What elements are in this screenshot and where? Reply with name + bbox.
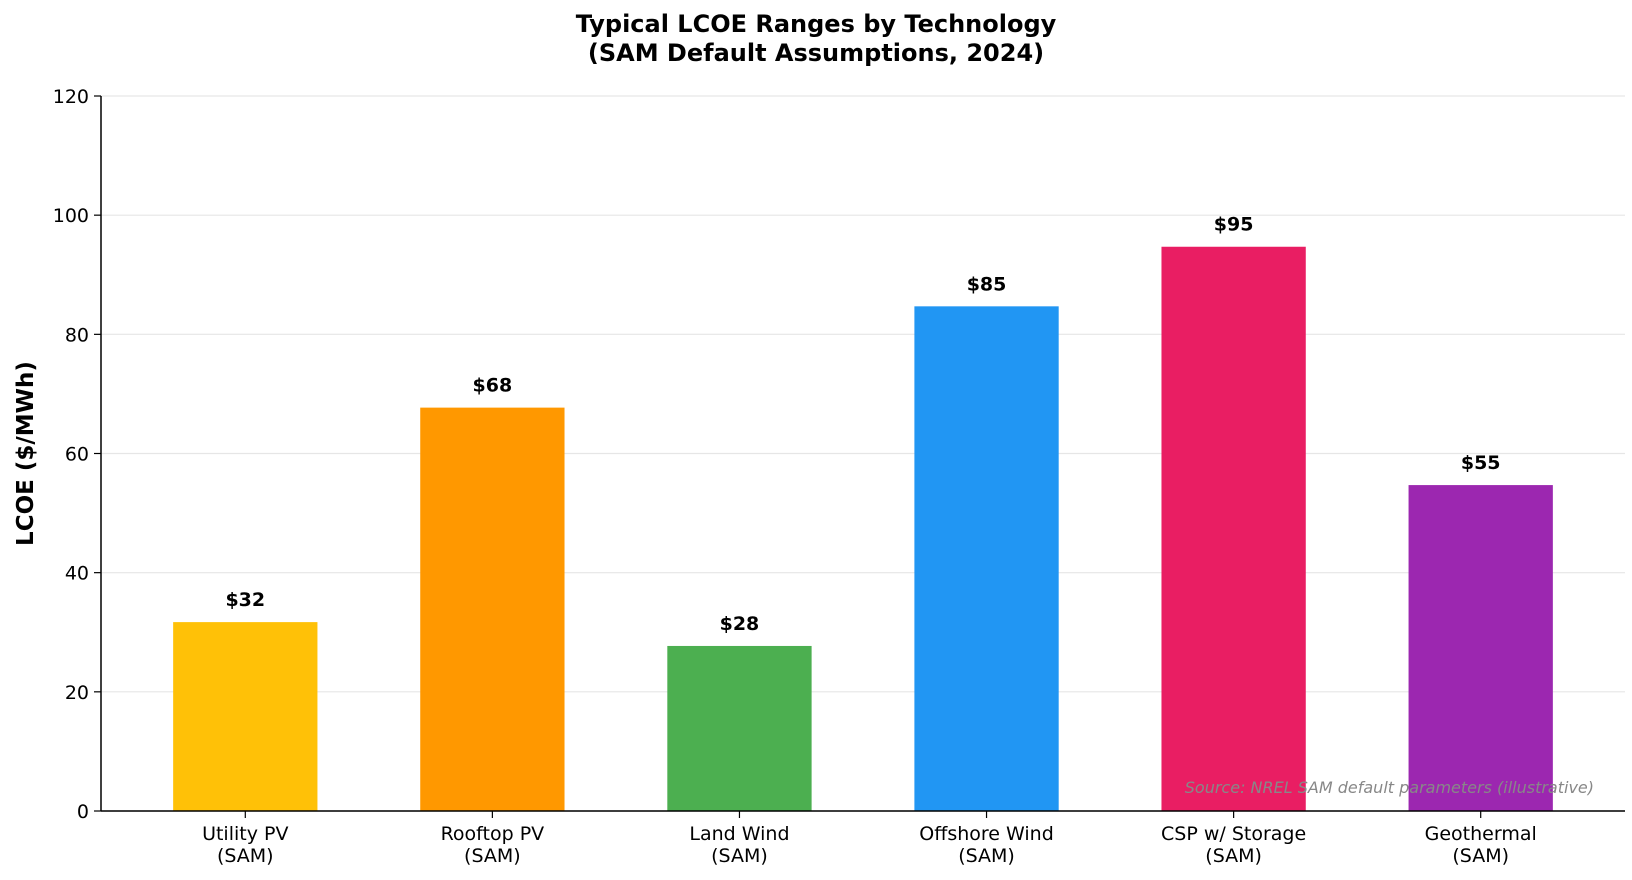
bar [420,407,565,811]
value-label: $32 [225,589,265,611]
bar [667,645,812,811]
x-tick-label: Land Wind (SAM) [689,823,790,867]
y-tick-label: 40 [65,563,89,585]
bar [1408,485,1553,811]
y-tick-label: 60 [65,444,89,466]
bar [173,622,318,811]
chart-title: Typical LCOE Ranges by Technology (SAM D… [575,10,1057,67]
bar [1161,246,1306,811]
value-label: $68 [473,375,513,397]
value-label: $55 [1461,452,1501,474]
y-tick-label: 20 [65,682,89,704]
y-tick-label: 0 [77,801,89,823]
value-label: $95 [1214,214,1254,236]
y-tick-label: 120 [53,86,89,108]
x-tick-label: Geothermal (SAM) [1424,823,1537,867]
y-tick-label: 100 [53,205,89,227]
y-tick-label: 80 [65,324,89,346]
x-tick-label: Offshore Wind (SAM) [919,823,1054,867]
x-tick-label: CSP w/ Storage (SAM) [1161,823,1307,867]
y-axis-label: LCOE ($/MWh) [13,361,39,546]
bar [914,306,1059,811]
annotation: Source: NREL SAM default parameters (ill… [1185,778,1594,797]
value-label: $28 [720,613,760,635]
value-label: $85 [967,273,1007,295]
x-tick-label: Rooftop PV (SAM) [440,823,545,867]
x-tick-label: Utility PV (SAM) [202,823,289,867]
